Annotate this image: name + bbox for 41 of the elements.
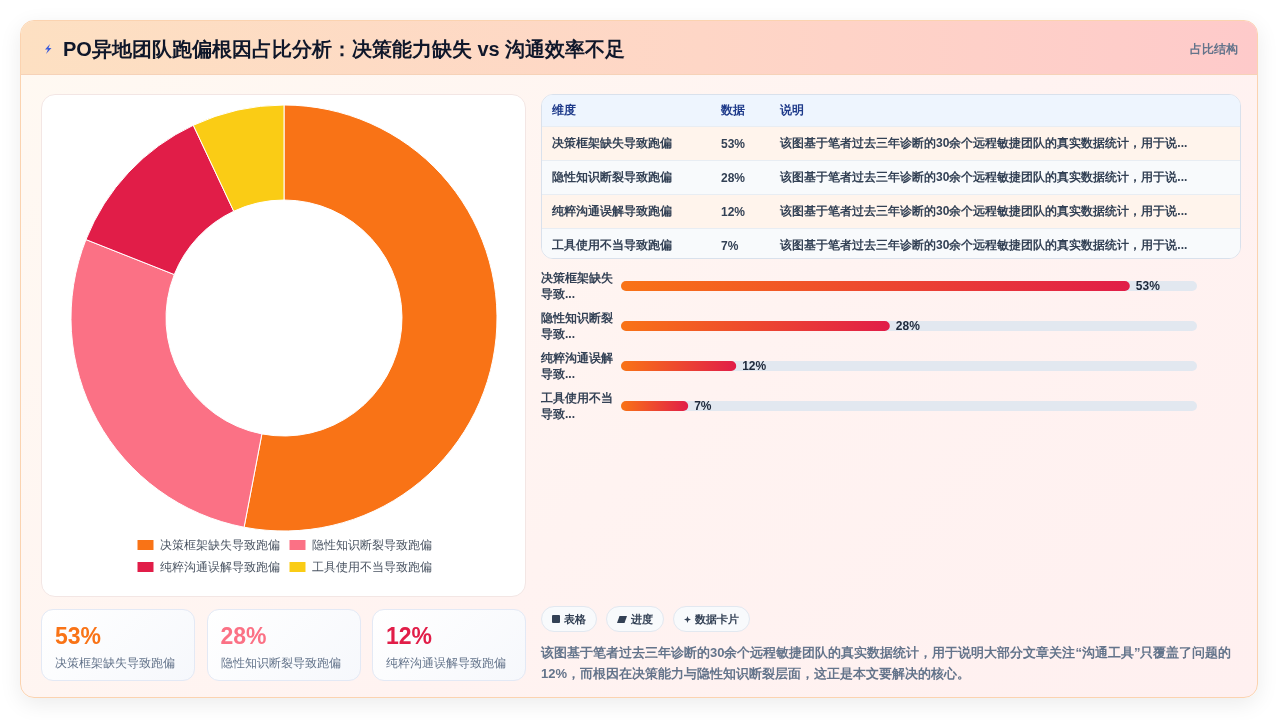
text: 53% bbox=[721, 136, 746, 151]
text: 12% bbox=[386, 623, 433, 649]
y-tick-label: 决策框架缺失导致... bbox=[541, 271, 614, 301]
text: 28% bbox=[220, 623, 267, 649]
category-label: 纯粹沟通误解导致跑偏 bbox=[542, 194, 711, 228]
text: PO异地团队跑偏根因占比分析：决策能力缺失 vs 沟通效率不足 bbox=[63, 37, 626, 61]
text: 7% bbox=[721, 238, 739, 253]
category-label: 工具使用不当导致跑偏 bbox=[551, 237, 673, 254]
text: 该图基于笔者过去三年诊断的30余个远程敏捷团队的真实数据统计，用于说... bbox=[770, 160, 1240, 194]
text: 53% bbox=[55, 623, 102, 649]
legend-label: 纯粹沟通误解导致跑偏 bbox=[159, 560, 280, 574]
legend-label: 决策框架缺失导致跑偏 bbox=[159, 538, 280, 552]
y-tick-label: 纯粹沟通误解导致... bbox=[540, 351, 613, 381]
data-label: 53% bbox=[1135, 279, 1161, 293]
text: 占比结构 bbox=[1190, 41, 1238, 57]
category-label: 隐性知识断裂导致跑偏 bbox=[542, 160, 711, 194]
y-tick-label: 工具使用不当导致... bbox=[540, 391, 613, 421]
text: 该图基于笔者过去三年诊断的30余个远程敏捷团队的真实数据统计，用于说... bbox=[779, 237, 1189, 254]
category-label: 纯粹沟通误解导致跑偏 bbox=[386, 655, 506, 671]
y-tick-label: 隐性知识断裂导致... bbox=[541, 311, 613, 341]
category-label: 数据卡片 bbox=[695, 611, 739, 627]
text: 12% bbox=[721, 204, 746, 219]
data-label: 28% bbox=[895, 319, 921, 333]
bar bbox=[621, 401, 689, 411]
text: 说明 bbox=[770, 95, 1240, 126]
text: 数据 bbox=[711, 95, 770, 126]
text: 该图基于笔者过去三年诊断的30余个远程敏捷团队的真实数据统计，用于说... bbox=[770, 194, 1240, 228]
data-label: 12% bbox=[742, 359, 767, 373]
category-label: 进度 bbox=[631, 611, 653, 627]
data-label: 7% bbox=[694, 399, 712, 413]
category-label: 决策框架缺失导致跑偏 bbox=[55, 655, 175, 671]
text: 28% bbox=[721, 170, 746, 185]
text: 维度 bbox=[542, 95, 711, 126]
text: 该图基于笔者过去三年诊断的30余个远程敏捷团队的真实数据统计，用于说... bbox=[770, 126, 1240, 160]
text: 该图基于笔者过去三年诊断的30余个远程敏捷团队的真实数据统计，用于说明大部分文章关注“沟通工具”只覆盖了问题的12%，而根因在决策能力与隐性知识断裂层面，这正是本文要解决的核心。 bbox=[541, 644, 1233, 683]
category-label: 隐性知识断裂导致跑偏 bbox=[220, 655, 341, 671]
legend-label: 工具使用不当导致跑偏 bbox=[311, 560, 432, 574]
category-label: 表格 bbox=[564, 611, 586, 627]
bar bbox=[621, 361, 737, 371]
legend-label: 隐性知识断裂导致跑偏 bbox=[311, 538, 432, 552]
category-label: 决策框架缺失导致跑偏 bbox=[542, 126, 711, 160]
